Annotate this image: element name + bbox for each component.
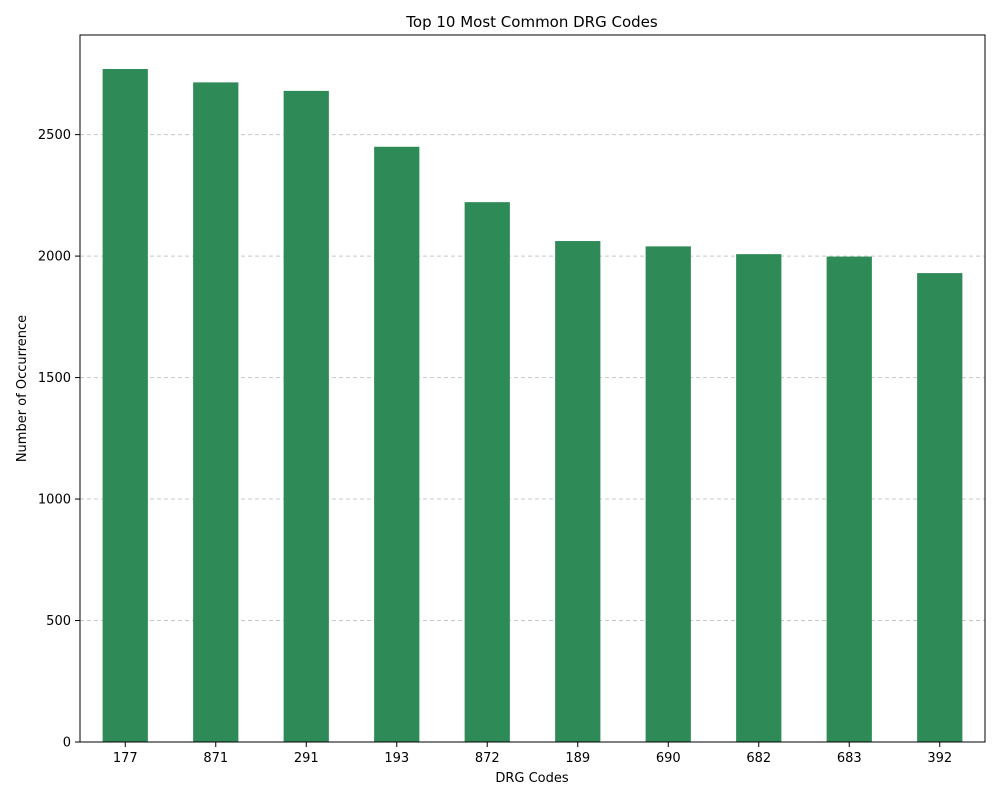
bar-189: [555, 241, 601, 742]
x-tick-label: 871: [203, 751, 228, 766]
bars: [102, 69, 963, 743]
axes: [79, 34, 986, 743]
y-tick-label: 1500: [38, 371, 71, 386]
y-tick-label: 0: [63, 736, 71, 751]
bar-690: [645, 246, 691, 742]
y-axis-ticks: 0 500 1000 1500 2000 2500: [38, 128, 80, 751]
x-tick-label: 872: [475, 751, 500, 766]
x-tick-label: 193: [384, 751, 409, 766]
x-axis-ticks: 177 871 291 193 872 189 690 682 683 392: [113, 742, 952, 766]
bar-872: [464, 202, 510, 742]
bar-193: [374, 146, 420, 742]
chart-title: Top 10 Most Common DRG Codes: [405, 13, 658, 31]
plot-frame: [79, 34, 986, 743]
y-axis-title: Number of Occurrence: [15, 315, 30, 462]
x-tick-label: 682: [746, 751, 771, 766]
x-tick-label: 189: [565, 751, 590, 766]
x-tick-label: 690: [656, 751, 681, 766]
x-tick-label: 392: [927, 751, 952, 766]
bar-682: [736, 254, 782, 743]
y-tick-label: 2500: [38, 128, 71, 143]
y-tick-label: 500: [46, 614, 71, 629]
bar-177: [102, 69, 148, 743]
x-tick-label: 683: [837, 751, 862, 766]
x-tick-label: 177: [113, 751, 138, 766]
bar-683: [826, 256, 872, 742]
x-tick-label: 291: [294, 751, 319, 766]
y-tick-label: 1000: [38, 493, 71, 508]
bar-392: [917, 273, 963, 742]
bar-291: [283, 90, 329, 743]
bar-871: [193, 82, 239, 743]
y-tick-label: 2000: [38, 250, 71, 265]
x-axis-title: DRG Codes: [495, 771, 569, 786]
